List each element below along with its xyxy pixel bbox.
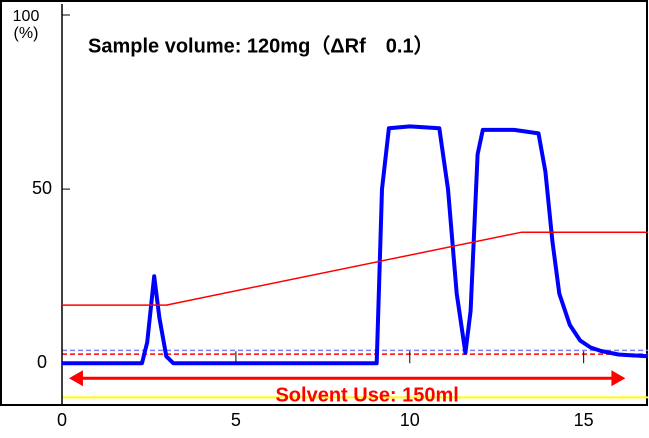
- arrow-head: [68, 370, 83, 387]
- y-tick-label: 50: [32, 178, 52, 198]
- arrow-head: [611, 370, 626, 387]
- x-tick-label: 5: [231, 410, 241, 430]
- x-tick-label: 15: [574, 410, 594, 430]
- series-line: [62, 231, 648, 306]
- x-tick-label: 10: [400, 410, 420, 430]
- x-tick-label: 0: [57, 410, 67, 430]
- y-tick-label: 100: [13, 8, 40, 25]
- y-axis-label: (%): [14, 25, 39, 42]
- y-tick-label: 0: [37, 352, 47, 372]
- frame: [0, 0, 648, 406]
- annotation-text: Solvent Use: 150ml: [275, 384, 458, 406]
- chart-title: Sample volume: 120mg（ΔRf 0.1）: [88, 34, 434, 57]
- series-line: [62, 124, 649, 366]
